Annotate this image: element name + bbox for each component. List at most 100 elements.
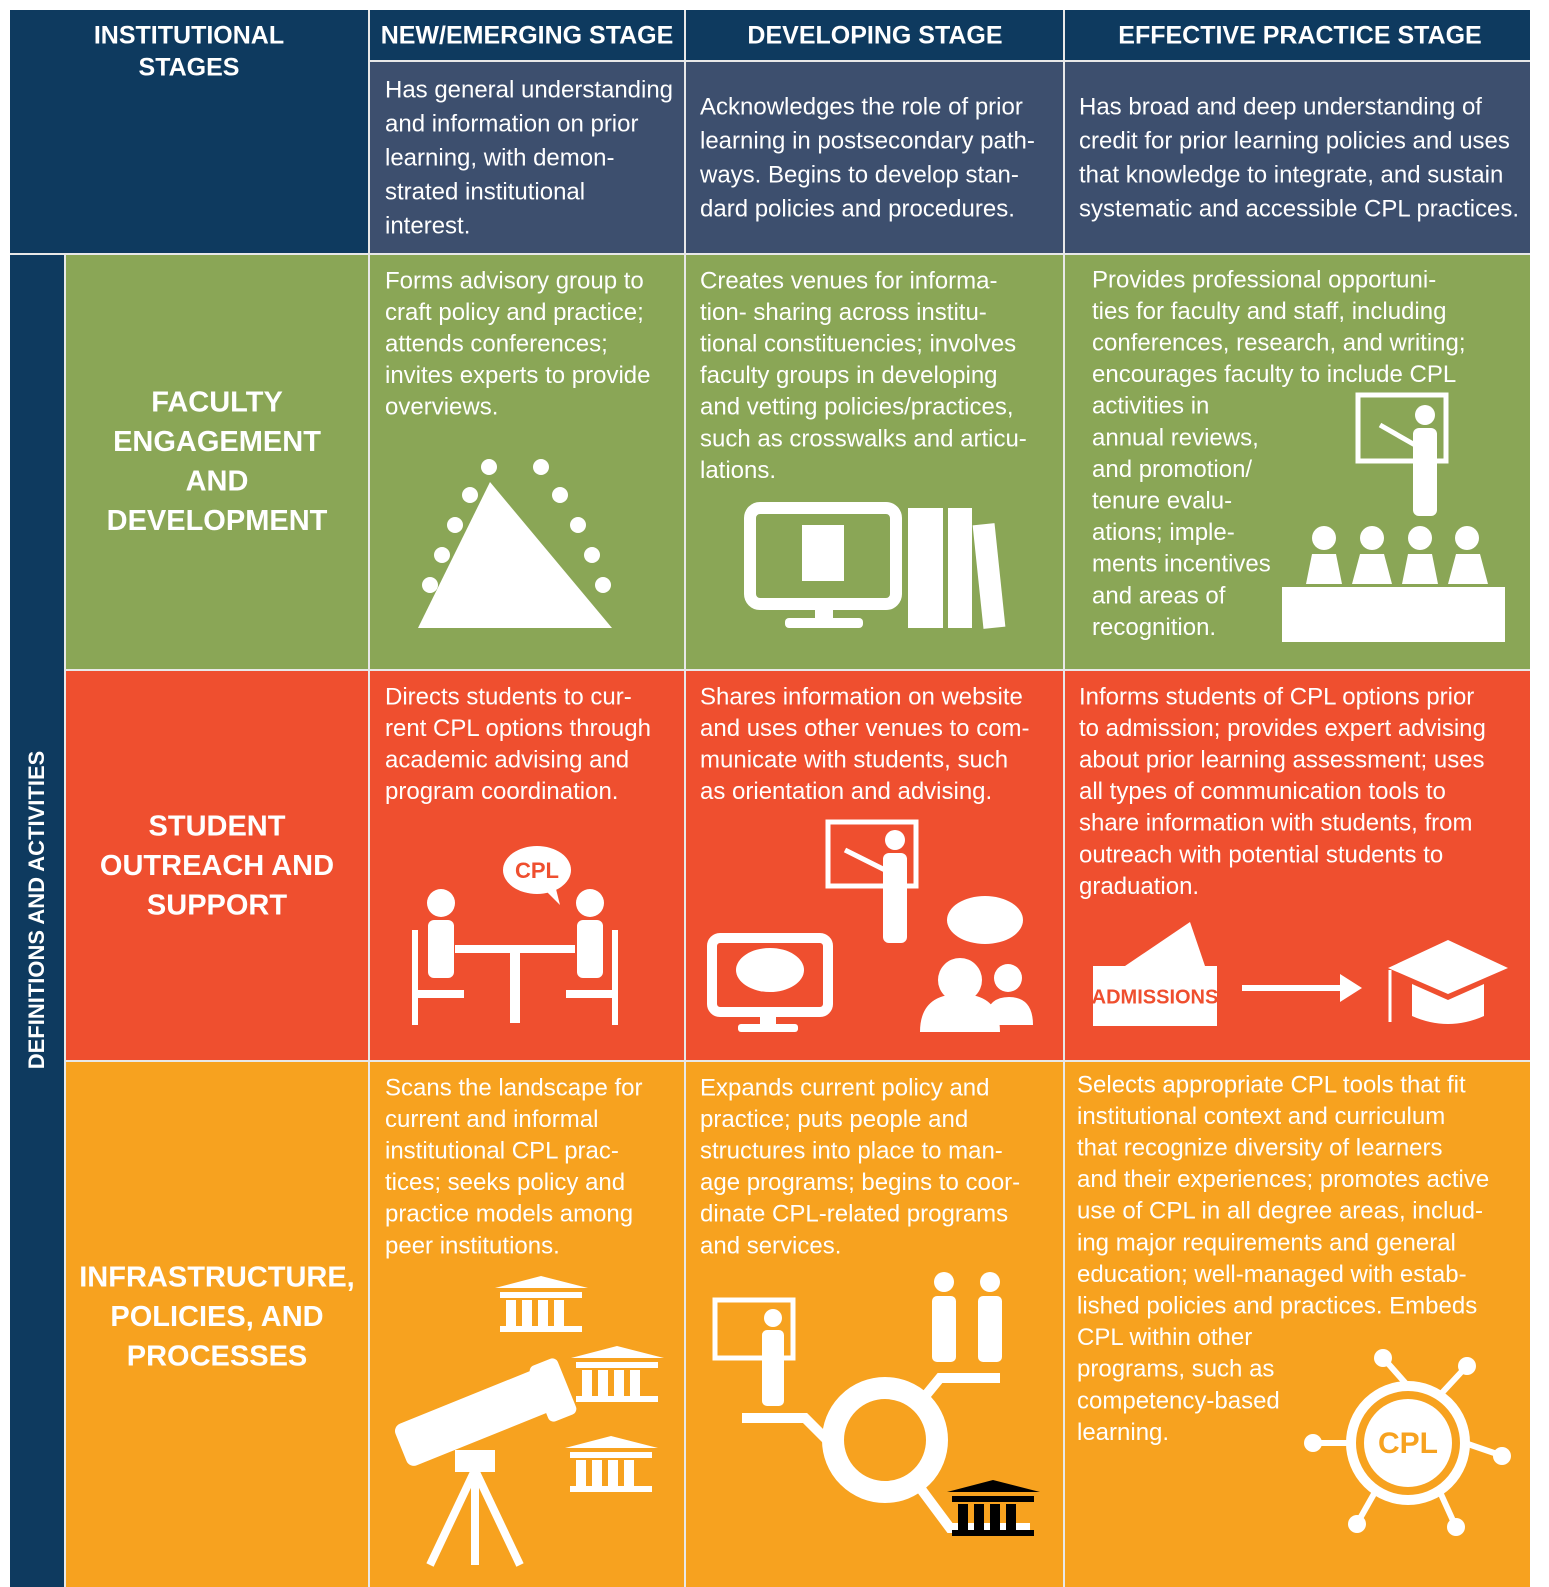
activity-text: Expands current policy and: [700, 1074, 990, 1101]
stage-heading: NEW/EMERGING STAGE: [381, 22, 674, 50]
icon-admissions-graduation: [1093, 922, 1508, 1026]
activity-text: invites experts to provide: [385, 362, 650, 389]
activity-text: academic advising and: [385, 747, 629, 774]
corner-label: INSTITUTIONAL: [94, 22, 284, 50]
section-title: STUDENT: [149, 811, 286, 843]
activity-text: and their experiences; promotes active: [1077, 1166, 1489, 1193]
activity-text: overviews.: [385, 394, 498, 421]
stage-description: ways. Begins to develop stan-: [699, 161, 1019, 188]
icon-online-communication: [707, 819, 1033, 1032]
activity-text: education; well-managed with estab-: [1077, 1261, 1467, 1288]
stage-description: dard policies and procedures.: [700, 195, 1015, 222]
activity-text: dinate CPL-related programs: [700, 1201, 1008, 1228]
activity-text: Creates venues for informa-: [700, 267, 997, 294]
activity-text: Informs students of CPL options prior: [1079, 683, 1474, 710]
activity-text: recognition.: [1092, 614, 1216, 641]
activity-text: peer institutions.: [385, 1232, 560, 1259]
admissions-label: ADMISSIONS: [1092, 986, 1219, 1008]
activity-text: share information with students, from: [1079, 810, 1473, 837]
section-title: FACULTY: [151, 387, 283, 419]
activity-text: practice; puts people and: [700, 1106, 968, 1133]
hub-label: CPL: [1378, 1427, 1438, 1460]
stage-description: Has general understanding: [385, 76, 673, 103]
activity-text: ties for faculty and staff, including: [1092, 298, 1446, 325]
activity-text: structures into place to man-: [700, 1138, 1003, 1165]
activity-text: outreach with potential students to: [1079, 841, 1443, 868]
stage-description: Has broad and deep understanding of: [1079, 93, 1482, 120]
stage-description: interest.: [385, 212, 470, 239]
activity-text: ations; imple-: [1092, 519, 1235, 546]
section-title: INFRASTRUCTURE,: [79, 1262, 355, 1294]
activity-text: to admission; provides expert advising: [1079, 715, 1486, 742]
activity-text: all types of communication tools to: [1079, 778, 1446, 805]
activity-text: Scans the landscape for: [385, 1074, 643, 1101]
activity-text: competency-based: [1077, 1387, 1280, 1414]
student-row: [66, 671, 1530, 1060]
side-band: [10, 255, 64, 1587]
icon-advisory-group: [418, 459, 612, 628]
activity-text: about prior learning assessment; uses: [1079, 747, 1485, 774]
activity-text: as orientation and advising.: [700, 778, 992, 805]
activity-text: and services.: [700, 1232, 841, 1259]
activity-text: tenure evalu-: [1092, 488, 1232, 515]
activity-text: Shares information on website: [700, 683, 1023, 710]
activity-text: municate with students, such: [700, 747, 1008, 774]
activity-text: ing major requirements and general: [1077, 1229, 1456, 1256]
section-title: DEVELOPMENT: [107, 505, 328, 537]
activity-text: Selects appropriate CPL tools that fit: [1077, 1071, 1466, 1098]
stage-description: Acknowledges the role of prior: [700, 93, 1023, 120]
stage-description: credit for prior learning policies and u…: [1079, 127, 1510, 154]
activity-text: institutional context and curriculum: [1077, 1103, 1445, 1130]
activity-text: program coordination.: [385, 778, 618, 805]
activity-text: and uses other venues to com-: [700, 715, 1030, 742]
stage-description: learning in postsecondary path-: [700, 127, 1035, 154]
activity-text: such as crosswalks and articu-: [700, 425, 1027, 452]
activity-text: ments incentives: [1092, 551, 1271, 578]
stage-heading: EFFECTIVE PRACTICE STAGE: [1118, 22, 1481, 50]
activity-text: graduation.: [1079, 873, 1199, 900]
stage-heading: DEVELOPING STAGE: [747, 22, 1002, 50]
activity-text: Forms advisory group to: [385, 267, 644, 294]
icon-advising-meeting: [412, 846, 618, 1025]
icon-coordination-hub: [712, 1272, 1040, 1536]
activity-text: attends conferences;: [385, 331, 608, 358]
stage-description: that knowledge to integrate, and sustain: [1079, 161, 1503, 188]
stage-description: and information on prior: [385, 110, 638, 137]
bubble-label: CPL: [515, 858, 559, 883]
corner-label: STAGES: [139, 54, 240, 82]
icon-telescope-institutions: [394, 1276, 664, 1567]
activity-text: current and informal: [385, 1106, 598, 1133]
icon-presenter-audience: [1282, 392, 1505, 642]
section-title: SUPPORT: [147, 890, 287, 922]
icon-cpl-hub: [1304, 1349, 1511, 1536]
section-title: POLICIES, AND: [110, 1301, 323, 1333]
activity-text: institutional CPL prac-: [385, 1138, 619, 1165]
activity-text: rent CPL options through: [385, 715, 651, 742]
activity-text: faculty groups in developing: [700, 362, 998, 389]
stage-description: learning, with demon-: [385, 144, 614, 171]
activity-text: practice models among: [385, 1201, 633, 1228]
activity-text: and areas of: [1092, 582, 1226, 609]
activity-text: tices; seeks policy and: [385, 1169, 625, 1196]
activity-text: learning.: [1077, 1419, 1169, 1446]
activity-text: age programs; begins to coor-: [700, 1169, 1020, 1196]
activity-text: conferences, research, and writing;: [1092, 330, 1466, 357]
icon-computer-books: [744, 502, 1006, 629]
section-title: PROCESSES: [127, 1341, 308, 1373]
activity-text: lations.: [700, 457, 776, 484]
activity-text: use of CPL in all degree areas, includ-: [1077, 1198, 1483, 1225]
activity-text: and promotion/: [1092, 456, 1252, 483]
activity-text: encourages faculty to include CPL: [1092, 361, 1456, 388]
section-title: OUTREACH AND: [100, 850, 334, 882]
activity-text: craft policy and practice;: [385, 299, 644, 326]
side-label: DEFINITIONS AND ACTIVITIES: [24, 751, 49, 1070]
activity-text: tional constituencies; involves: [700, 331, 1016, 358]
description-row: [370, 62, 1530, 253]
stage-description: strated institutional: [385, 178, 585, 205]
activity-text: activities in: [1092, 393, 1209, 420]
infrastructure-row: [66, 1062, 1530, 1587]
activity-text: tion- sharing across institu-: [700, 299, 987, 326]
activity-text: and vetting policies/practices,: [700, 394, 1014, 421]
section-title: ENGAGEMENT: [113, 426, 321, 458]
